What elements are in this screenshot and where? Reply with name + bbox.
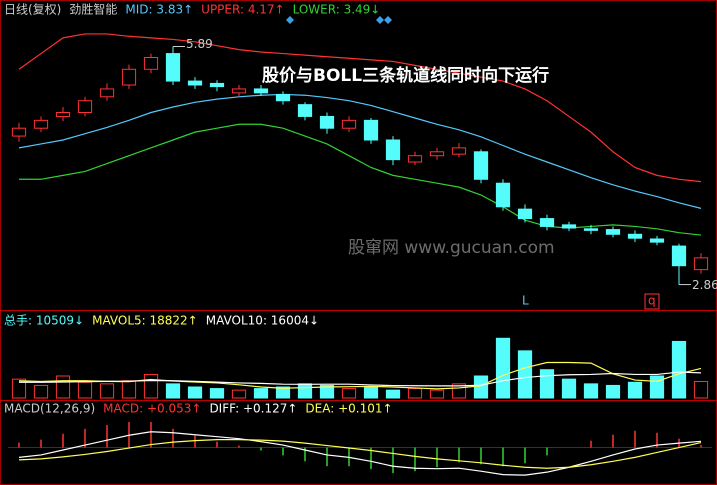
candle-body	[319, 115, 335, 129]
series-line	[19, 371, 702, 387]
candle-body	[341, 119, 357, 129]
candle-body	[209, 82, 225, 88]
volume-bar	[121, 380, 137, 399]
signal-box	[644, 293, 660, 310]
candle-body	[297, 104, 313, 117]
candle-body	[451, 147, 467, 155]
candle-body	[429, 151, 445, 157]
volume-bar	[231, 389, 247, 399]
volume-bar	[11, 378, 27, 399]
volume-bar	[33, 384, 49, 399]
candle-body	[473, 151, 489, 180]
candle-body	[605, 229, 621, 235]
candle-body	[275, 93, 291, 102]
volume-bar	[363, 386, 379, 399]
volume-bar	[671, 340, 687, 399]
annotation: 股价与BOLL三条轨道线同时向下运行	[262, 65, 549, 86]
legend-entry: MAVOL10: 16004↓	[206, 314, 319, 328]
candle-body	[649, 238, 665, 243]
candle-body	[77, 100, 93, 114]
volume-bar	[77, 381, 93, 399]
candle-body	[253, 88, 269, 94]
chart-title: 日线(复权)	[4, 3, 61, 17]
volume-bar	[99, 383, 115, 399]
low-label: 2.86	[692, 278, 717, 292]
volume-bar	[143, 373, 159, 399]
volume-bar	[517, 350, 533, 399]
candle-body	[517, 208, 533, 220]
volume-bar	[209, 388, 225, 399]
signal-q: q	[648, 294, 656, 308]
volume-bar	[165, 383, 181, 399]
volume-bar	[275, 386, 291, 399]
legend-entry: DEA: +0.101↑	[305, 402, 392, 416]
legend-entry: MACD: +0.053↑	[103, 402, 201, 416]
high-label: 5.89	[186, 37, 213, 51]
candle-body	[55, 112, 71, 117]
volume-bar	[605, 384, 621, 399]
volume-bar	[385, 389, 401, 399]
series-line	[18, 33, 702, 183]
volume-bar	[495, 337, 511, 399]
volume-bar	[583, 383, 599, 399]
candle-body	[693, 257, 709, 271]
volume-bar	[55, 375, 71, 399]
legend-entry: 总手: 10509↓	[4, 314, 84, 328]
volume-bar	[627, 381, 643, 399]
volume-bar	[187, 386, 203, 399]
candle-body	[33, 119, 49, 129]
volume-bar	[429, 389, 445, 399]
legend-entry: UPPER: 4.17↑	[201, 3, 284, 17]
legend-entry: MID: 3.83↑	[125, 3, 193, 17]
volume-bar	[693, 380, 709, 399]
volume-bar	[473, 375, 489, 399]
volume-bar	[253, 388, 269, 399]
signal-l: L	[522, 294, 529, 308]
candle-body	[165, 53, 181, 82]
volume-bar	[561, 378, 577, 399]
candle-body	[99, 88, 115, 98]
volume-bar	[341, 388, 357, 399]
candle-body	[583, 228, 599, 231]
candle-body	[11, 127, 27, 137]
candle-body	[407, 155, 423, 163]
legend-entry: LOWER: 3.49↓	[293, 3, 381, 17]
candle-body	[539, 218, 555, 227]
candle-body	[385, 139, 401, 161]
series-line	[18, 431, 702, 476]
candle-body	[561, 224, 577, 229]
volume-bar	[539, 369, 555, 399]
candle-body	[231, 88, 247, 94]
indicator-title: MACD(12,26,9)	[4, 402, 95, 416]
series-line	[19, 123, 702, 236]
candle-body	[187, 80, 203, 86]
candle-body	[495, 182, 511, 208]
candle-body	[121, 68, 137, 86]
volume-bar	[297, 383, 313, 399]
watermark: 股窜网 www.gucuan.com	[348, 238, 555, 258]
series-line	[18, 439, 702, 469]
candle-body	[143, 57, 159, 70]
stock-name: 劲胜智能	[69, 2, 117, 17]
volume-bar	[319, 384, 335, 399]
legend-entry: MAVOL5: 18822↑	[92, 314, 198, 328]
candle-body	[627, 233, 643, 239]
volume-bar	[407, 388, 423, 399]
candle-body	[671, 245, 687, 267]
event-marker	[286, 16, 392, 24]
series-line	[18, 93, 702, 209]
candle-body	[363, 119, 379, 141]
legend-entry: DIFF: +0.127↑	[209, 402, 297, 416]
